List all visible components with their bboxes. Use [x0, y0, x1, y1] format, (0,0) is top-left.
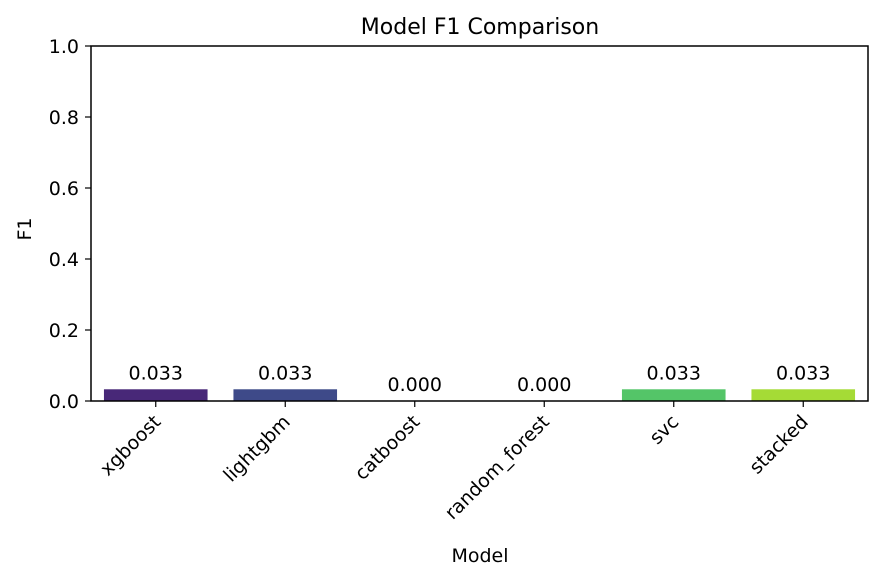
plot-area: 0.0 0.2 0.4 0.6 0.8 1.0 0.033 xgboost 0.033 light… [49, 36, 856, 524]
y-tick-label: 0.0 [49, 391, 79, 413]
bar-svc [621, 389, 726, 401]
bar-value-label: 0.033 [258, 362, 312, 384]
bar-xgboost [103, 389, 208, 401]
y-tick-label: 0.6 [49, 178, 79, 200]
bar-value-label: 0.000 [388, 374, 442, 396]
y-tick-label: 0.4 [49, 249, 79, 271]
y-axis-label: F1 [14, 217, 36, 240]
plot-frame [90, 45, 869, 402]
y-tick-label: 0.2 [49, 320, 79, 342]
x-axis-label: Model [451, 545, 508, 567]
bar-value-label: 0.000 [517, 374, 571, 396]
chart-title: Model F1 Comparison [361, 15, 599, 40]
bar-value-label: 0.033 [647, 362, 701, 384]
x-tick-label: catboost [351, 411, 425, 485]
x-tick-label: xgboost [96, 411, 165, 480]
x-tick-label: svc [645, 411, 683, 449]
bar-stacked [751, 389, 856, 401]
bar-value-label: 0.033 [129, 362, 183, 384]
bar-lightgbm [233, 389, 338, 401]
bar-value-label: 0.033 [776, 362, 830, 384]
x-tick-label: stacked [745, 411, 813, 479]
y-tick-label: 1.0 [49, 36, 79, 58]
x-tick-label: random_forest [441, 411, 554, 524]
y-tick-label: 0.8 [49, 107, 79, 129]
x-tick-label: lightgbm [219, 411, 294, 486]
